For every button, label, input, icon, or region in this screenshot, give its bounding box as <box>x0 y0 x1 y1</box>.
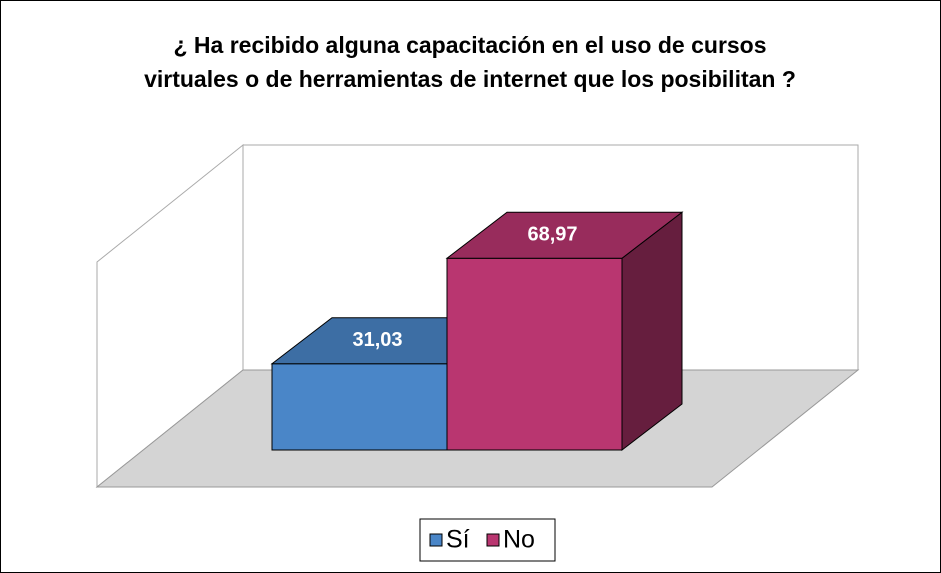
legend-swatch <box>486 533 500 547</box>
bar <box>271 363 448 451</box>
data-label: 68,97 <box>527 224 577 246</box>
data-label: 31,03 <box>352 329 402 351</box>
chart-title: virtuales o de herramientas de internet … <box>144 66 796 92</box>
legend-label: Sí <box>446 526 470 554</box>
legend-label: No <box>503 526 535 554</box>
bar <box>446 257 623 451</box>
chart-title: ¿ Ha recibido alguna capacitación en el … <box>173 32 766 58</box>
legend-swatch <box>429 533 443 547</box>
bar-top <box>445 211 684 259</box>
